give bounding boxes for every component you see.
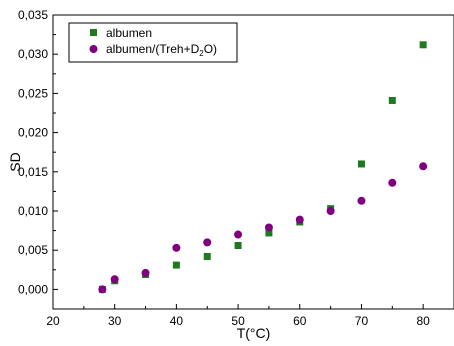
data-point-albumen-treh <box>234 230 243 239</box>
y-tick-label: 0,015 <box>18 165 48 179</box>
y-tick-label: 0,020 <box>18 126 48 140</box>
x-tick-label: 50 <box>231 314 245 328</box>
data-point-albumen <box>265 229 273 237</box>
x-tick-label: 40 <box>170 314 184 328</box>
x-tick-label: 70 <box>355 314 369 328</box>
legend: albumen albumen/(Treh+D2O) <box>68 22 238 63</box>
data-point-albumen <box>419 41 427 49</box>
data-point-albumen-treh <box>203 238 212 247</box>
data-point-albumen <box>203 252 211 260</box>
y-tick-label: 0,010 <box>18 204 48 218</box>
data-point-albumen-treh <box>110 275 119 284</box>
x-tick-label: 30 <box>108 314 122 328</box>
legend-marker-albumen-treh <box>89 45 98 53</box>
data-point-albumen <box>234 241 242 249</box>
data-point-albumen-treh <box>141 268 150 277</box>
y-tick-label: 0,030 <box>18 47 48 61</box>
data-point-albumen-treh <box>172 243 181 252</box>
y-tick-label: 0,005 <box>18 243 48 257</box>
y-tick-label: 0,000 <box>18 282 48 296</box>
data-point-albumen <box>357 160 365 168</box>
x-tick-label: 20 <box>46 314 60 328</box>
y-tick-label: 0,025 <box>18 86 48 100</box>
x-axis-ticks: 20 30 40 50 60 70 80 <box>46 304 430 328</box>
plot-area <box>52 14 454 310</box>
data-point-albumen-treh <box>419 162 428 171</box>
x-axis-label: T(°C) <box>237 325 271 341</box>
legend-label-albumen-treh: albumen/(Treh+D2O) <box>106 42 217 58</box>
data-point-albumen-treh <box>326 207 335 215</box>
data-point-albumen-treh <box>357 196 366 205</box>
legend-marker-albumen <box>90 29 97 36</box>
data-point-albumen-treh <box>388 178 397 187</box>
legend-label-albumen: albumen <box>106 26 152 40</box>
data-point-albumen-treh <box>264 223 273 232</box>
y-tick-label: 0,035 <box>18 8 48 22</box>
x-tick-label: 80 <box>416 314 430 328</box>
data-point-albumen-treh <box>98 285 107 294</box>
data-points <box>98 41 428 294</box>
y-axis-label: SD <box>7 152 23 171</box>
data-point-albumen <box>388 96 396 104</box>
data-point-albumen <box>172 261 180 269</box>
data-point-albumen-treh <box>295 215 304 224</box>
x-tick-label: 60 <box>293 314 307 328</box>
y-axis-ticks: 0,000 0,005 0,010 0,015 0,020 0,025 0,030 0,035 <box>18 8 58 296</box>
